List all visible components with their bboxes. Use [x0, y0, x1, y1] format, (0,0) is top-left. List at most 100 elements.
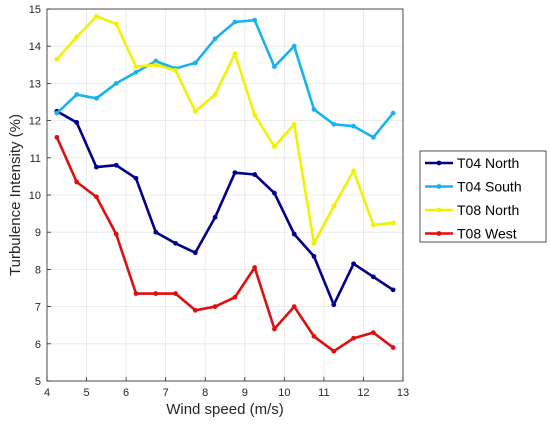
series-line	[55, 15, 394, 245]
data-point	[173, 240, 178, 246]
series-line	[55, 136, 394, 353]
series-layer	[54, 14, 396, 354]
data-point	[232, 19, 238, 25]
data-point	[272, 326, 277, 332]
data-point	[54, 56, 60, 62]
data-point	[173, 67, 178, 73]
y-tick-label: 14	[29, 41, 41, 53]
data-point	[94, 194, 99, 200]
legend-marker	[436, 207, 442, 213]
data-point	[133, 64, 139, 70]
legend-marker	[436, 184, 442, 189]
data-point	[74, 120, 80, 125]
data-point	[94, 95, 99, 101]
data-point	[133, 175, 139, 181]
data-point	[113, 81, 119, 86]
data-point	[54, 110, 60, 116]
data-point	[252, 112, 258, 118]
legend-item: T04 South	[425, 179, 522, 195]
data-point	[311, 333, 317, 339]
data-point	[212, 92, 218, 97]
data-point	[370, 330, 376, 336]
x-tick-label: 12	[357, 387, 369, 399]
data-point	[252, 17, 258, 23]
legend-label: T08 West	[457, 226, 517, 242]
legend-box	[419, 150, 547, 243]
data-point	[390, 345, 396, 350]
data-point	[54, 134, 60, 140]
data-point	[370, 274, 376, 280]
data-point	[351, 335, 356, 341]
data-point	[113, 21, 119, 27]
legend: T04 North T04 South T08 North T08 West	[419, 150, 547, 243]
y-tick-label: 10	[29, 190, 41, 202]
data-point	[291, 304, 297, 309]
x-tick-label: 9	[242, 387, 248, 399]
legend-label: T08 North	[457, 202, 519, 218]
data-point	[232, 294, 238, 300]
data-point	[370, 222, 376, 228]
series-line	[56, 110, 394, 307]
data-point	[232, 170, 238, 176]
legend-marker	[436, 160, 442, 166]
series-line	[56, 18, 395, 139]
legend-item: T04 North	[425, 155, 519, 171]
y-tick-label: 15	[29, 4, 41, 16]
data-point	[390, 287, 396, 293]
data-point	[133, 291, 139, 296]
data-point	[311, 107, 317, 112]
y-axis-label: Turbulence Intensity (%)	[7, 114, 24, 276]
data-point	[351, 261, 356, 267]
data-point	[153, 62, 159, 68]
data-point	[331, 203, 337, 209]
data-point	[390, 220, 396, 226]
data-point	[252, 172, 258, 177]
data-point	[212, 36, 218, 42]
legend-marker	[436, 231, 442, 236]
data-point	[291, 121, 297, 127]
data-point	[331, 348, 337, 354]
data-point	[272, 190, 277, 196]
series-t08-west	[54, 134, 396, 354]
data-point	[153, 58, 159, 64]
data-point	[331, 121, 337, 127]
y-tick-label: 8	[35, 264, 41, 276]
data-point	[272, 144, 277, 150]
data-point	[113, 231, 119, 237]
y-tick-label: 6	[35, 339, 41, 351]
x-axis-label: Wind speed (m/s)	[166, 401, 284, 418]
data-point	[192, 60, 198, 66]
data-point	[272, 64, 277, 70]
data-point	[311, 253, 317, 259]
x-tick-label: 10	[278, 387, 290, 399]
data-point	[351, 123, 356, 129]
series-t04-south	[54, 17, 396, 140]
x-tick-label: 11	[318, 387, 329, 399]
legend-label: T04 South	[457, 179, 522, 195]
y-tick-label: 9	[35, 227, 41, 239]
data-point	[212, 304, 218, 309]
data-point	[232, 51, 238, 57]
y-tick-label: 12	[29, 116, 41, 128]
data-point	[94, 164, 99, 170]
data-point	[311, 240, 317, 246]
series-t08-north	[54, 14, 396, 246]
data-point	[113, 162, 119, 168]
y-tick-label: 13	[29, 78, 41, 90]
y-tick-label: 7	[35, 302, 41, 314]
x-tick-label: 8	[202, 387, 208, 399]
series-t04-north	[54, 108, 396, 308]
data-point	[74, 34, 80, 40]
x-tick-label: 4	[44, 387, 50, 399]
data-point	[74, 179, 80, 185]
y-tick-label: 5	[35, 376, 41, 388]
data-point	[351, 168, 356, 174]
x-tick-label: 13	[397, 387, 409, 399]
legend-item: T08 North	[425, 202, 519, 218]
data-point	[133, 69, 139, 75]
data-point	[192, 250, 198, 256]
data-point	[370, 134, 376, 140]
x-tick-label: 6	[123, 387, 129, 399]
